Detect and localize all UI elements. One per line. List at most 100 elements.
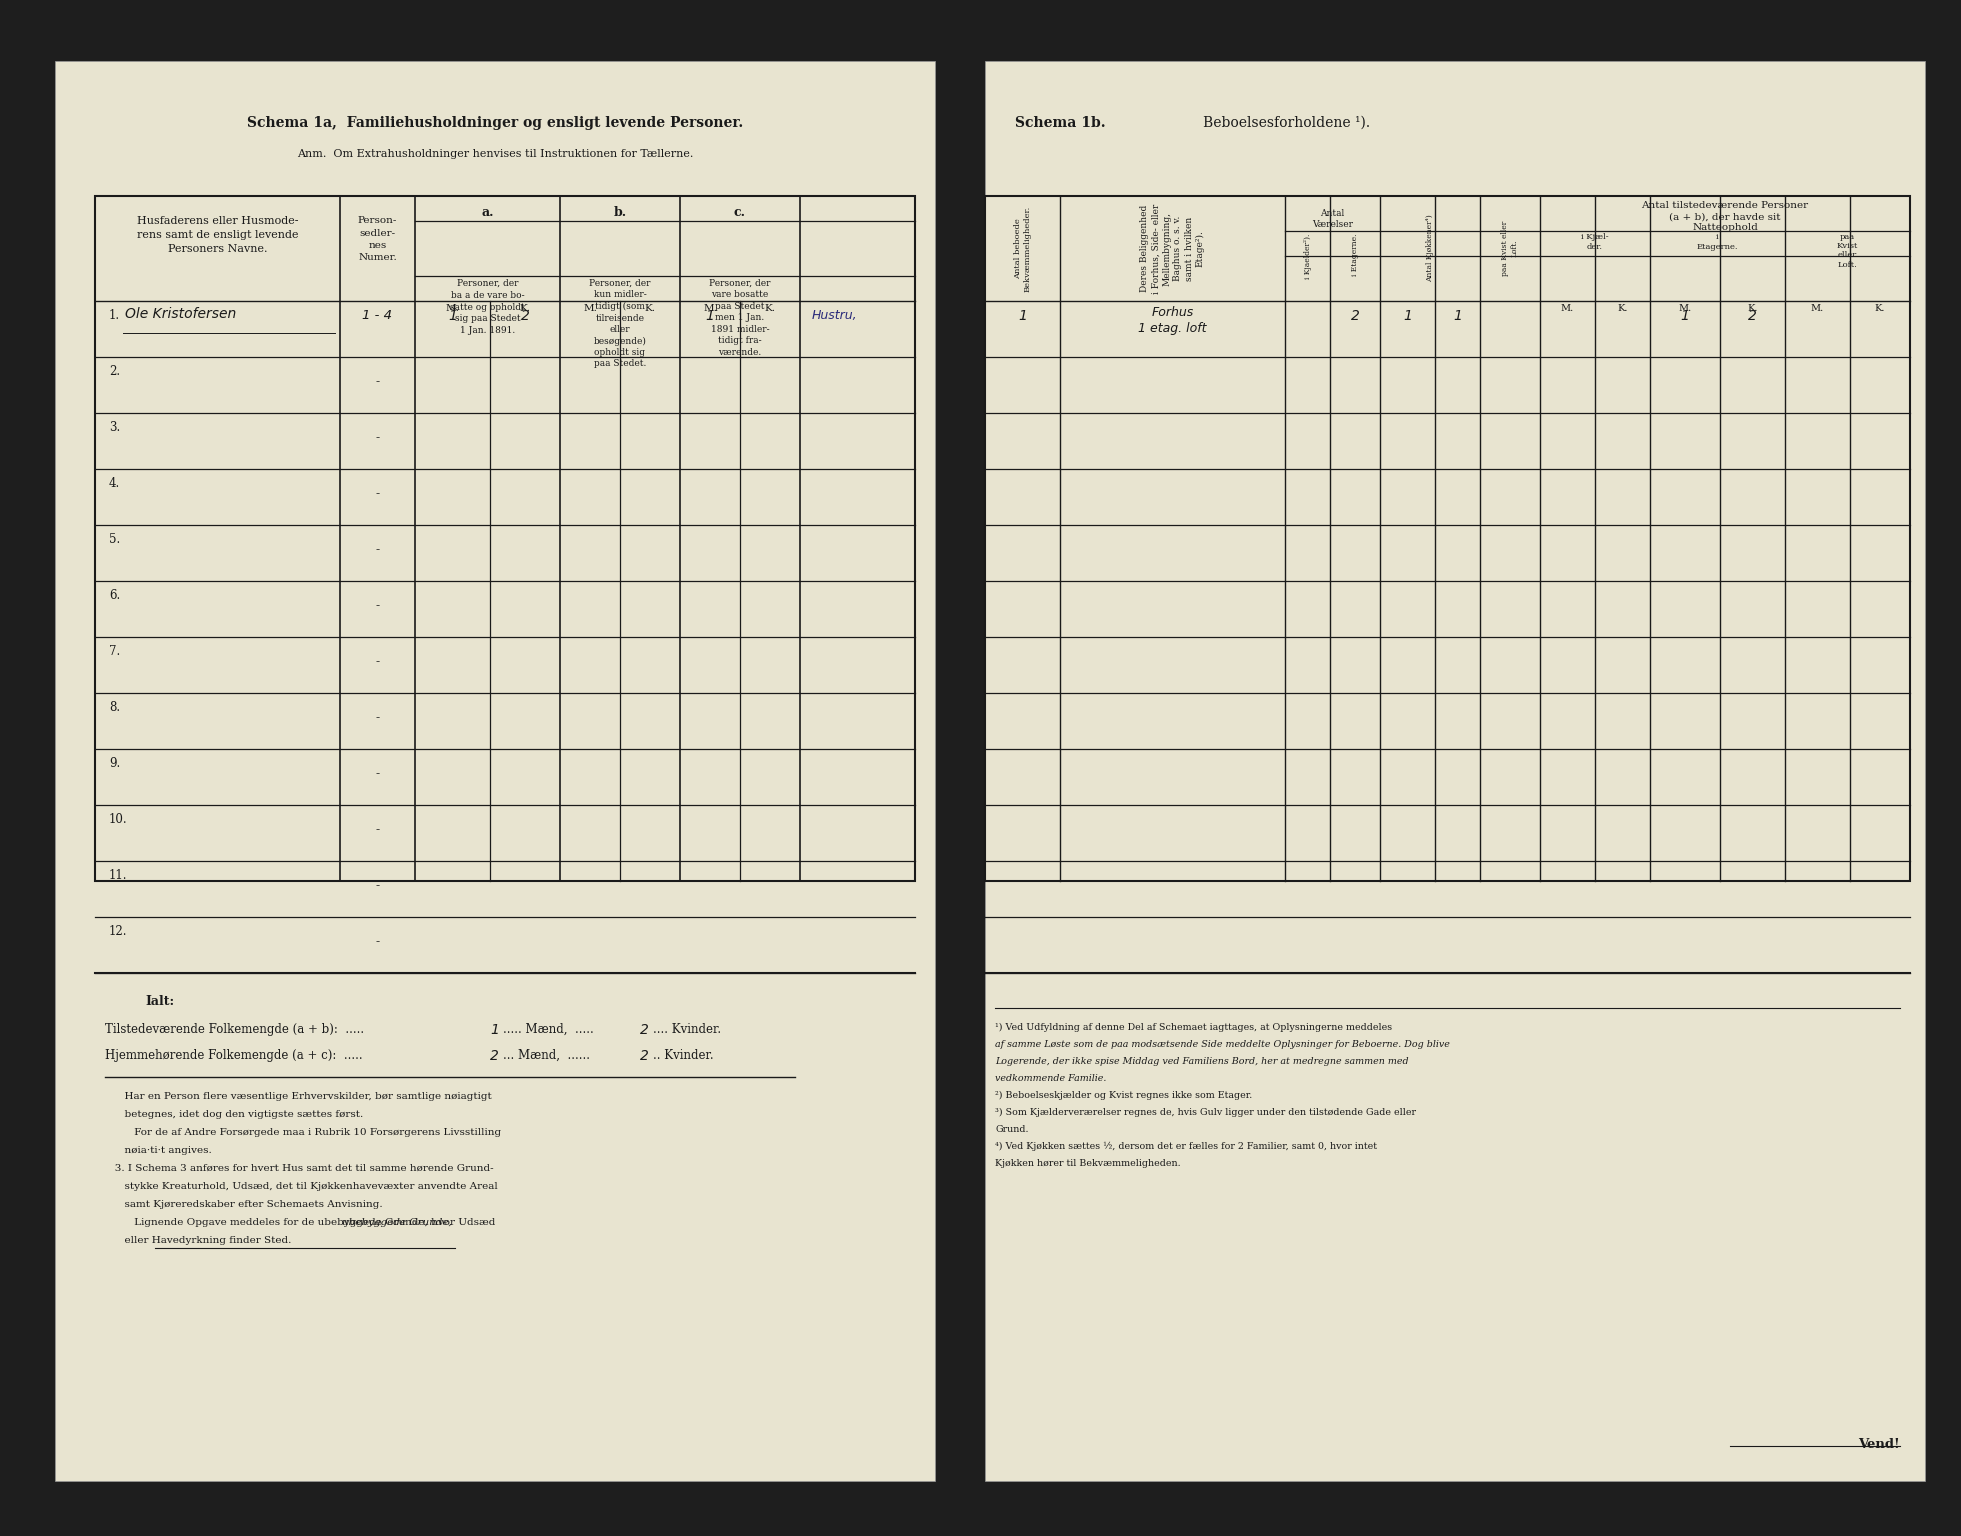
Text: samt Kjøreredskaber efter Schemaets Anvisning.: samt Kjøreredskaber efter Schemaets Anvi…: [106, 1200, 382, 1209]
Text: i Kjaelder²).: i Kjaelder²).: [1304, 233, 1312, 280]
Text: .... Kvinder.: .... Kvinder.: [653, 1023, 722, 1035]
Text: 2: 2: [490, 1049, 498, 1063]
Text: 11.: 11.: [110, 869, 127, 882]
Text: ⁴) Ved Kjøkken sættes ½, dersom det er fælles for 2 Familier, samt 0, hvor intet: ⁴) Ved Kjøkken sættes ½, dersom det er f…: [994, 1141, 1377, 1152]
Text: Ialt:: Ialt:: [145, 995, 175, 1008]
Text: Husfaderens eller Husmode-
rens ​samt​ de ensligt levende
Personers Navne.: Husfaderens eller Husmode- rens ​samt​ d…: [137, 217, 298, 253]
Text: 5.: 5.: [110, 533, 120, 545]
Text: Anm.  Om Extrahusholdninger henvises til Instruktionen for Tællerne.: Anm. Om Extrahusholdninger henvises til …: [296, 149, 692, 160]
Text: -: -: [375, 654, 380, 668]
Text: 7.: 7.: [110, 645, 120, 657]
Text: 9.: 9.: [110, 757, 120, 770]
Text: Antal tilstedeværende Personer
(a + b), der havde sit
Natteophold: Antal tilstedeværende Personer (a + b), …: [1641, 201, 1808, 232]
Text: af samme Løste som de paa modsætsende Side meddelte Oplysninger for Beboerne. Do: af samme Løste som de paa modsætsende Si…: [994, 1040, 1449, 1049]
Text: ²) Beboelseskjælder og Kvist regnes ikke som Etager.: ²) Beboelseskjælder og Kvist regnes ikke…: [994, 1091, 1253, 1100]
Text: i Kjæl-
der.: i Kjæl- der.: [1581, 233, 1608, 250]
Text: Personer, der
kun midler-
tidigt (som
tilreisende
eller
besøgende)
opholdt sig
p: Personer, der kun midler- tidigt (som ti…: [588, 280, 651, 369]
Text: M.: M.: [1810, 304, 1824, 313]
Text: ³) Som Kjælderverærelser regnes de, hvis Gulv ligger under den tilstødende Gade : ³) Som Kjælderverærelser regnes de, hvis…: [994, 1107, 1416, 1117]
Text: Lignende Opgave meddeles for de ubebyggede Grunde, hvor Udsæd: Lignende Opgave meddeles for de ubebygge…: [106, 1218, 496, 1227]
Text: 3.: 3.: [110, 421, 120, 435]
Text: -: -: [375, 375, 380, 389]
Text: i Etagerne.: i Etagerne.: [1351, 233, 1359, 276]
Text: Deres Beliggenhed
i Forhus, Side- eller
Mellembygning,
Baghus o. s. v.
samt i hv: Deres Beliggenhed i Forhus, Side- eller …: [1139, 203, 1204, 293]
Text: i
Etagerne.: i Etagerne.: [1696, 233, 1737, 250]
Text: 1: 1: [1402, 309, 1412, 323]
Text: 4.: 4.: [110, 478, 120, 490]
Bar: [94, 197, 916, 882]
Text: 2: 2: [1747, 309, 1757, 323]
Text: -: -: [375, 935, 380, 948]
Text: Ole Kristofersen: Ole Kristofersen: [126, 307, 235, 321]
Text: 10.: 10.: [110, 813, 127, 826]
Text: M.: M.: [445, 304, 459, 313]
Text: K.: K.: [1747, 304, 1757, 313]
Text: -: -: [375, 879, 380, 892]
Text: -: -: [375, 432, 380, 444]
Text: K.: K.: [520, 304, 531, 313]
Bar: [55, 61, 935, 1481]
Text: b.: b.: [614, 206, 628, 220]
Bar: [984, 61, 1926, 1481]
Text: 12.: 12.: [110, 925, 127, 938]
Text: -: -: [375, 487, 380, 501]
Text: Antal beboede
Bekvæmmeligheder.: Antal beboede Bekvæmmeligheder.: [1014, 206, 1031, 292]
Text: K.: K.: [1618, 304, 1628, 313]
Text: 6.: 6.: [110, 588, 120, 602]
Text: ¹) Ved Udfyldning af denne Del af Schemaet iagttages, at Oplysningerne meddeles: ¹) Ved Udfyldning af denne Del af Schema…: [994, 1023, 1392, 1032]
Text: M.: M.: [1679, 304, 1692, 313]
Text: Har en Person flere væsentlige Erhvervskilder, bør samtlige nøiagtigt: Har en Person flere væsentlige Erhvervsk…: [106, 1092, 492, 1101]
Text: M.: M.: [704, 304, 718, 313]
Text: 1 - 4: 1 - 4: [363, 309, 392, 323]
Text: Schema 1b.: Schema 1b.: [1016, 117, 1106, 131]
Text: eller Havedyrkning finder Sted.: eller Havedyrkning finder Sted.: [106, 1236, 292, 1246]
Text: Antal
Værelser: Antal Værelser: [1312, 209, 1353, 229]
Text: Person-
sedler-
nes
Numer.: Person- sedler- nes Numer.: [357, 217, 398, 263]
Text: c.: c.: [733, 206, 745, 220]
Text: 2: 2: [1351, 309, 1359, 323]
Text: Hustru,: Hustru,: [812, 309, 857, 323]
Text: -: -: [375, 823, 380, 836]
Text: Beboelsesforholdene ¹).: Beboelsesforholdene ¹).: [1155, 117, 1371, 131]
Text: Tilstedeværende Folkemengde (a + b):  .....: Tilstedeværende Folkemengde (a + b): ...…: [106, 1023, 365, 1035]
Text: 1: 1: [1681, 309, 1690, 323]
Text: K.: K.: [645, 304, 655, 313]
Text: -: -: [375, 599, 380, 611]
Text: nøia·ti·t angives.: nøia·ti·t angives.: [106, 1146, 212, 1155]
Text: Forhus
1 etag. loft: Forhus 1 etag. loft: [1137, 306, 1206, 335]
Text: K.: K.: [1875, 304, 1885, 313]
Text: ubebyggede Grunde,: ubebyggede Grunde,: [341, 1218, 451, 1227]
Text: 1: 1: [447, 309, 457, 323]
Text: betegnes, idet dog den vigtigste sættes først.: betegnes, idet dog den vigtigste sættes …: [106, 1111, 363, 1120]
Text: 2.: 2.: [110, 366, 120, 378]
Text: .. Kvinder.: .. Kvinder.: [653, 1049, 714, 1061]
Text: ..... Mænd,  .....: ..... Mænd, .....: [504, 1023, 594, 1035]
Text: Personer, der
vare bosatte
paa Stedet
men 1 Jan.
1891 midler-
tidigt fra-
værend: Personer, der vare bosatte paa Stedet me…: [710, 280, 771, 356]
Text: -: -: [375, 711, 380, 723]
Text: 8.: 8.: [110, 700, 120, 714]
Text: For de af Andre Forsørgede maa i Rubrik 10 Forsørgerens Livsstilling: For de af Andre Forsørgede maa i Rubrik …: [106, 1127, 502, 1137]
Text: -: -: [375, 766, 380, 780]
Text: 2: 2: [639, 1049, 649, 1063]
Text: 1.: 1.: [110, 309, 120, 323]
Text: 1: 1: [1018, 309, 1028, 323]
Text: Logerende, der ikke spise Middag ved Familiens Bord, her at medregne sammen med: Logerende, der ikke spise Middag ved Fam…: [994, 1057, 1408, 1066]
Text: Kjøkken hører til Bekvæmmeligheden.: Kjøkken hører til Bekvæmmeligheden.: [994, 1160, 1181, 1167]
Text: Hjemmehørende Folkemengde (a + c):  .....: Hjemmehørende Folkemengde (a + c): .....: [106, 1049, 363, 1061]
Text: K.: K.: [765, 304, 775, 313]
Text: a.: a.: [480, 206, 494, 220]
Bar: [984, 197, 1910, 882]
Text: M.: M.: [582, 304, 596, 313]
Text: -: -: [375, 544, 380, 556]
Text: 1: 1: [490, 1023, 498, 1037]
Text: Grund.: Grund.: [994, 1124, 1028, 1134]
Text: 2: 2: [639, 1023, 649, 1037]
Text: Antal Kjøkkener⁴): Antal Kjøkkener⁴): [1426, 215, 1433, 283]
Text: Personer, der
ba a de vare bo-
satte og opholdt
sig paa Stedet
1 Jan. 1891.: Personer, der ba a de vare bo- satte og …: [451, 280, 526, 335]
Text: 2: 2: [520, 309, 529, 323]
Text: vedkommende Familie.: vedkommende Familie.: [994, 1074, 1106, 1083]
Text: 1: 1: [706, 309, 714, 323]
Text: paa
Kvist
eller
Loft.: paa Kvist eller Loft.: [1837, 233, 1859, 269]
Text: 3. I Schema 3 anføres for hvert Hus samt det til samme hørende Grund-: 3. I Schema 3 anføres for hvert Hus samt…: [106, 1164, 494, 1174]
Text: M.: M.: [1561, 304, 1575, 313]
